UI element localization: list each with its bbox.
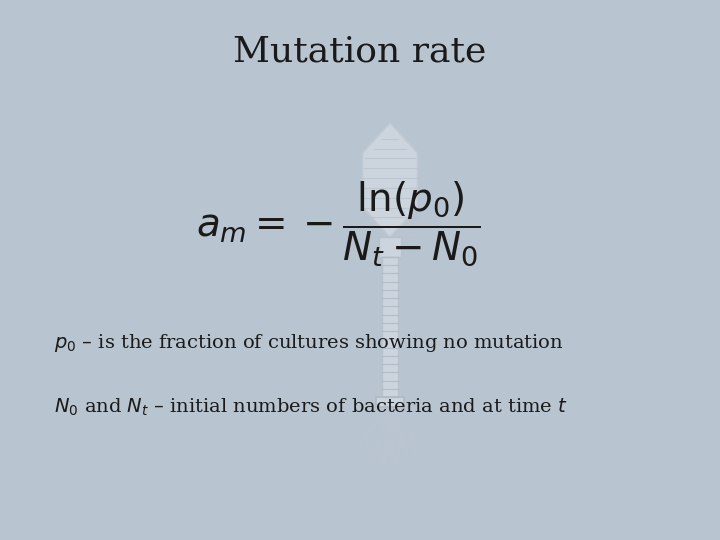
Bar [376,397,404,407]
Bar [382,257,398,397]
Text: $N_0$ and $N_t$ – initial numbers of bacteria and at time $t$: $N_0$ and $N_t$ – initial numbers of bac… [54,397,568,418]
Text: $p_0$ – is the fraction of cultures showing no mutation: $p_0$ – is the fraction of cultures show… [54,332,564,354]
Text: Mutation rate: Mutation rate [233,35,487,68]
Text: $a_m = -\dfrac{\ln(p_0)}{N_t - N_0}$: $a_m = -\dfrac{\ln(p_0)}{N_t - N_0}$ [196,180,481,268]
Bar [379,237,401,257]
Polygon shape [362,123,418,237]
